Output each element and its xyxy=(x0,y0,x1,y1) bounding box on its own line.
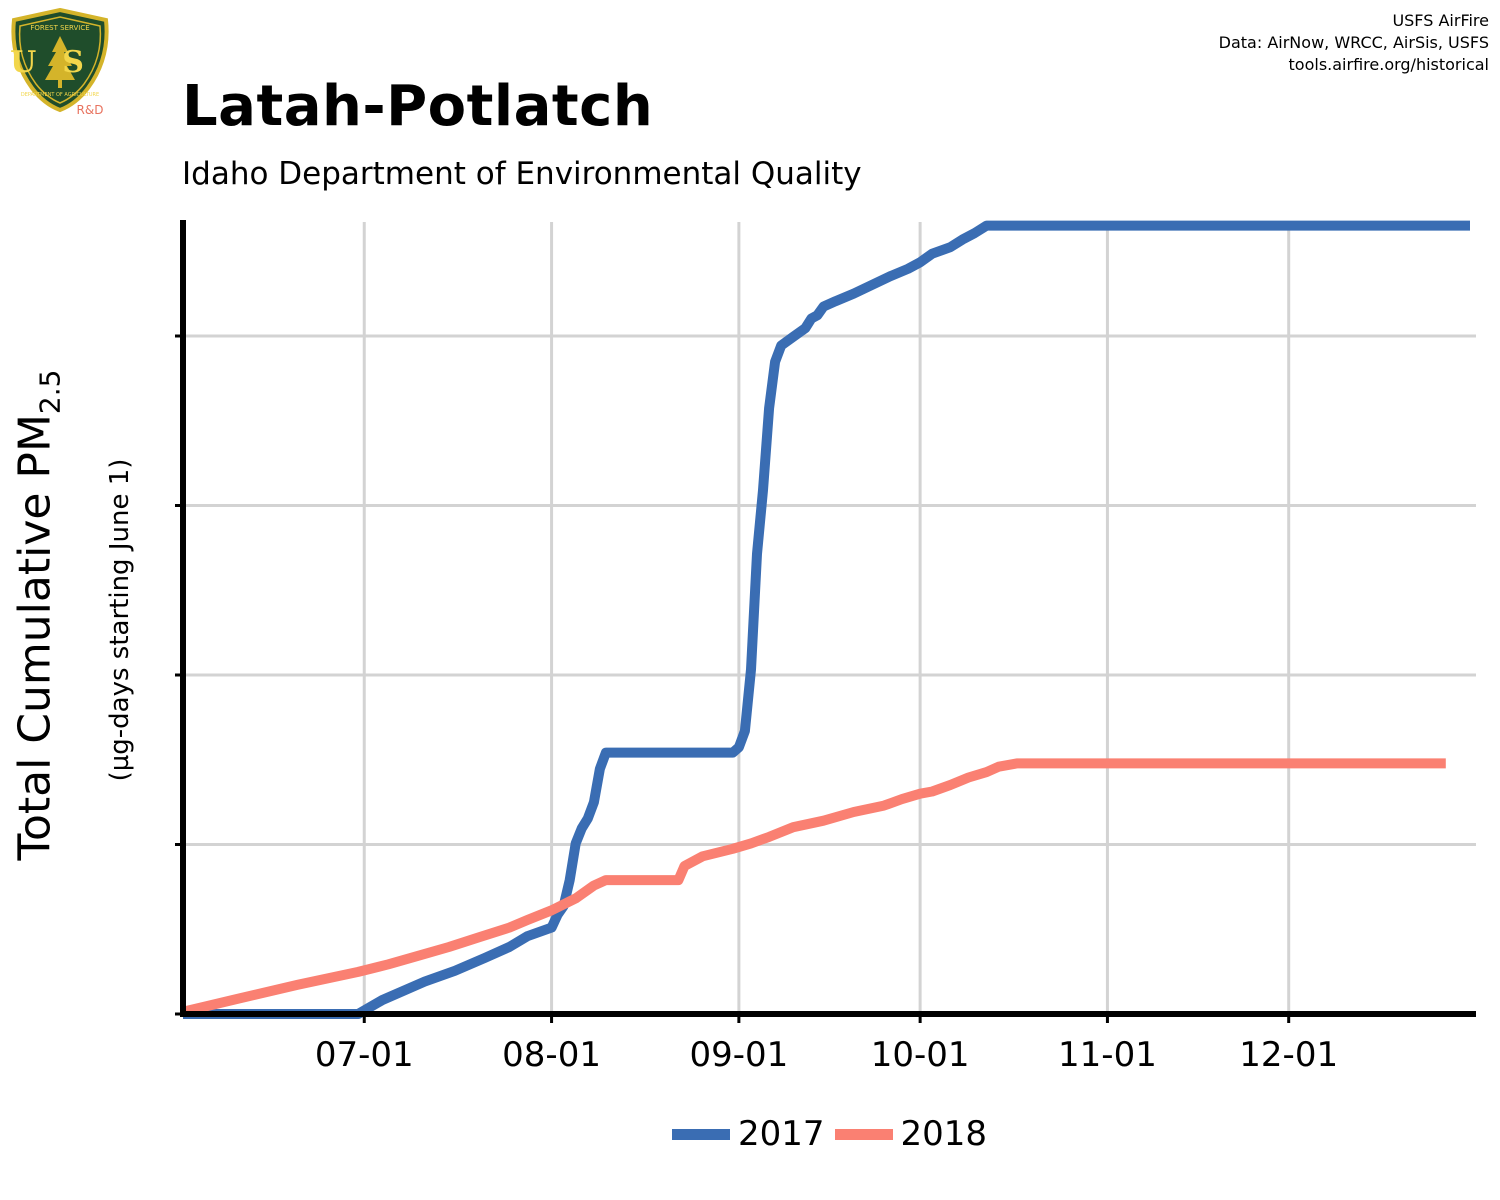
logo-top-text: FOREST SERVICE xyxy=(30,24,89,32)
legend: 2017 2018 xyxy=(672,1114,997,1154)
legend-swatch-2018 xyxy=(834,1128,893,1140)
y-axis-label-main: Total Cumulative PM xyxy=(9,414,61,861)
legend-label-2017: 2017 xyxy=(738,1114,825,1154)
y-axis-label: Total Cumulative PM2.5 xyxy=(10,370,67,861)
x-tick-label: 10-01 xyxy=(871,1035,970,1075)
logo-bottom-text: DEPARTMENT OF AGRICULTURE xyxy=(21,92,99,98)
x-tick-label: 09-01 xyxy=(689,1035,788,1075)
usfs-shield-logo: US FOREST SERVICE DEPARTMENT OF AGRICULT… xyxy=(10,8,110,117)
legend-item-2017: 2017 xyxy=(672,1114,825,1154)
credits: USFS AirFire Data: AirNow, WRCC, AirSis,… xyxy=(1219,10,1489,76)
x-tick-label: 12-01 xyxy=(1239,1035,1338,1075)
x-tick-labels: 07-01 08-01 09-01 10-01 11-01 12-01 xyxy=(315,1035,1338,1075)
logo-letters: US xyxy=(10,45,110,80)
chart-subtitle: Idaho Department of Environmental Qualit… xyxy=(182,156,862,192)
y-axis-units: (µg-days starting June 1) xyxy=(105,458,135,782)
legend-label-2018: 2018 xyxy=(900,1114,988,1154)
x-tick-label: 07-01 xyxy=(315,1035,414,1075)
credit-line: Data: AirNow, WRCC, AirSis, USFS xyxy=(1218,33,1489,52)
legend-swatch-2017 xyxy=(672,1128,730,1140)
x-tick-label: 11-01 xyxy=(1058,1035,1157,1075)
credit-line: USFS AirFire xyxy=(1392,11,1489,30)
grid-lines xyxy=(183,222,1476,1014)
series-group xyxy=(181,220,1470,1019)
y-axis-label-subscript: 2.5 xyxy=(33,369,67,415)
x-tick-label: 08-01 xyxy=(502,1035,601,1075)
axes xyxy=(175,220,1476,1023)
logo-rd-tag: R&D xyxy=(77,103,104,117)
chart-title: Latah-Potlatch xyxy=(182,74,654,139)
legend-item-2018: 2018 xyxy=(834,1114,988,1154)
credit-line: tools.airfire.org/historical xyxy=(1288,55,1489,74)
series-line-2018 xyxy=(181,758,1446,1017)
series-line-2017 xyxy=(183,220,1470,1019)
